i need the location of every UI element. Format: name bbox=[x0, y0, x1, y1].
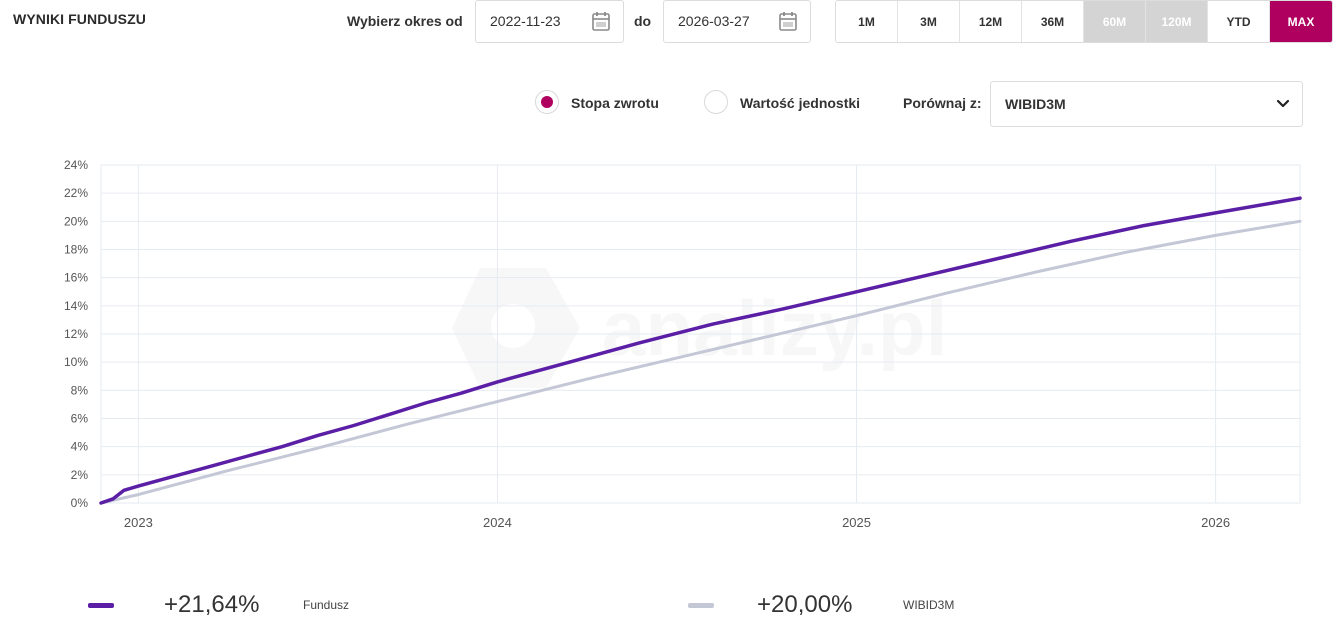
radio-selected-dot bbox=[541, 96, 553, 108]
chart-grid bbox=[100, 164, 1301, 504]
chevron-down-icon bbox=[1276, 99, 1290, 108]
y-tick-label: 0% bbox=[71, 496, 89, 510]
legend-name-fund: Fundusz bbox=[303, 598, 350, 612]
date-to-field[interactable]: 2026-03-27 bbox=[663, 0, 811, 43]
y-tick-label: 14% bbox=[64, 299, 88, 313]
watermark: analizy.pl bbox=[452, 268, 947, 388]
legend-swatch-fund bbox=[88, 603, 114, 608]
y-tick-label: 8% bbox=[71, 383, 89, 397]
date-from-value: 2022-11-23 bbox=[490, 13, 561, 29]
date-to-value: 2026-03-27 bbox=[678, 13, 750, 29]
y-tick-label: 24% bbox=[64, 158, 88, 172]
y-tick-label: 18% bbox=[64, 243, 88, 257]
y-tick-label: 12% bbox=[64, 327, 88, 341]
y-tick-label: 4% bbox=[71, 440, 89, 454]
legend-value-fund: +21,64% bbox=[164, 591, 260, 618]
y-tick-label: 2% bbox=[71, 468, 89, 482]
radio-unit-value-label[interactable]: Wartość jednostki bbox=[740, 95, 861, 111]
date-from-field[interactable]: 2022-11-23 bbox=[475, 0, 624, 43]
x-tick-label: 2023 bbox=[124, 515, 153, 530]
series-line-fund bbox=[99, 196, 1302, 505]
y-tick-label: 16% bbox=[64, 271, 88, 285]
range-36m-button[interactable]: 36M bbox=[1022, 1, 1084, 42]
y-tick-label: 6% bbox=[71, 412, 89, 426]
y-axis: 0% 2% 4% 6% 8% 10% 12% 14% 16% 18% 20% 22% 24% bbox=[64, 158, 88, 510]
calendar-icon[interactable] bbox=[779, 11, 797, 31]
range-120m-button[interactable]: 120M bbox=[1146, 1, 1208, 42]
watermark-text: analizy.pl bbox=[602, 284, 947, 372]
range-12m-button[interactable]: 12M bbox=[960, 1, 1022, 42]
period-to-label: do bbox=[634, 13, 652, 29]
range-1m-button[interactable]: 1M bbox=[836, 1, 898, 42]
range-max-button[interactable]: MAX bbox=[1270, 1, 1332, 42]
legend-value-benchmark: +20,00% bbox=[757, 591, 853, 618]
performance-chart: analizy.pl 0% 2% 4% 6% 8% 10% 12% 14% 16% 18% 20% 2… bbox=[64, 158, 1302, 530]
x-tick-label: 2026 bbox=[1201, 515, 1230, 530]
legend-name-benchmark: WIBID3M bbox=[903, 598, 955, 612]
series-line-benchmark bbox=[99, 219, 1302, 505]
x-axis: 2023 2024 2025 2026 bbox=[124, 515, 1230, 530]
series-layer bbox=[99, 196, 1302, 505]
x-tick-label: 2024 bbox=[483, 515, 512, 530]
range-selector: 1M 3M 12M 36M 60M 120M YTD MAX bbox=[835, 0, 1333, 43]
compare-select[interactable]: WIBID3M bbox=[990, 81, 1303, 127]
radio-unit-value[interactable] bbox=[704, 90, 728, 114]
x-tick-label: 2025 bbox=[842, 515, 871, 530]
range-ytd-button[interactable]: YTD bbox=[1208, 1, 1270, 42]
period-from-label: Wybierz okres od bbox=[347, 13, 463, 29]
y-tick-label: 22% bbox=[64, 186, 88, 200]
radio-return-label[interactable]: Stopa zwrotu bbox=[571, 95, 659, 111]
y-tick-label: 20% bbox=[64, 214, 88, 228]
range-60m-button[interactable]: 60M bbox=[1084, 1, 1146, 42]
y-tick-label: 10% bbox=[64, 355, 88, 369]
page-title: WYNIKI FUNDUSZU bbox=[13, 11, 146, 27]
range-3m-button[interactable]: 3M bbox=[898, 1, 960, 42]
compare-select-value: WIBID3M bbox=[1005, 96, 1066, 112]
calendar-icon[interactable] bbox=[592, 11, 610, 31]
legend-swatch-benchmark bbox=[688, 603, 714, 608]
compare-label: Porównaj z: bbox=[903, 95, 982, 111]
radio-return[interactable] bbox=[535, 90, 559, 114]
